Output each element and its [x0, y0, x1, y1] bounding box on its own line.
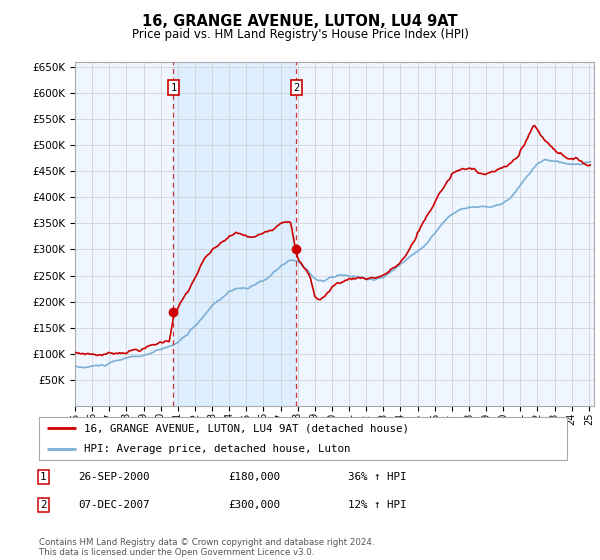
Text: 36% ↑ HPI: 36% ↑ HPI: [348, 472, 407, 482]
Text: Price paid vs. HM Land Registry's House Price Index (HPI): Price paid vs. HM Land Registry's House …: [131, 28, 469, 41]
Text: 1: 1: [40, 472, 46, 482]
Text: £180,000: £180,000: [228, 472, 280, 482]
Text: £300,000: £300,000: [228, 500, 280, 510]
Text: 16, GRANGE AVENUE, LUTON, LU4 9AT (detached house): 16, GRANGE AVENUE, LUTON, LU4 9AT (detac…: [84, 423, 409, 433]
Bar: [173, 62, 296, 406]
Text: 1: 1: [170, 83, 176, 93]
Text: 26-SEP-2000: 26-SEP-2000: [78, 472, 149, 482]
Text: 12% ↑ HPI: 12% ↑ HPI: [348, 500, 407, 510]
Text: 2: 2: [293, 83, 299, 93]
Text: 16, GRANGE AVENUE, LUTON, LU4 9AT: 16, GRANGE AVENUE, LUTON, LU4 9AT: [142, 14, 458, 29]
Text: HPI: Average price, detached house, Luton: HPI: Average price, detached house, Luto…: [84, 444, 350, 454]
Text: 07-DEC-2007: 07-DEC-2007: [78, 500, 149, 510]
Text: Contains HM Land Registry data © Crown copyright and database right 2024.
This d: Contains HM Land Registry data © Crown c…: [39, 538, 374, 557]
Text: 2: 2: [40, 500, 46, 510]
